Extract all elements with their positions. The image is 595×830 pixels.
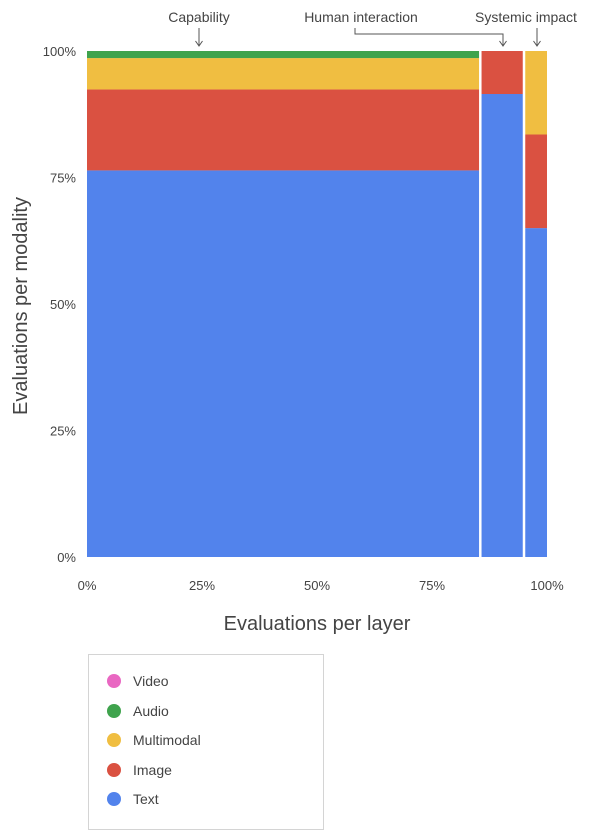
legend-label: Text [133, 791, 159, 807]
segment-capability-audio [87, 51, 481, 59]
legend-swatch-audio [107, 703, 121, 718]
human-interaction-arrow-head [499, 40, 507, 47]
y-axis-ticks: 0% 25% 50% 75% 100% [43, 44, 77, 565]
y-axis-title: Evaluations per modality [10, 197, 32, 415]
legend: Video Audio Multimodal Image Text [88, 654, 324, 830]
y-tick-label: 100% [43, 44, 77, 59]
legend-swatch-text [107, 792, 121, 806]
capability-arrow-head [195, 40, 203, 47]
y-tick-label: 75% [50, 171, 76, 186]
y-tick-label: 25% [50, 424, 76, 439]
legend-label: Video [133, 673, 169, 689]
legend-item-video: Video [107, 671, 169, 691]
x-tick-label: 0% [78, 578, 97, 593]
legend-swatch-image [107, 762, 121, 777]
annotation-human-interaction: Human interaction [304, 9, 418, 25]
human-interaction-arrow-line [354, 28, 504, 46]
segment-capability-image [87, 89, 481, 171]
y-tick-label: 0% [57, 550, 76, 565]
category-annotations: Capability Human interaction Systemic impa… [168, 9, 577, 47]
legend-swatch-multimodal [107, 733, 121, 747]
annotation-systemic-impact: Systemic impact [475, 9, 577, 25]
legend-item-image: Image [107, 760, 172, 780]
legend-label: Image [133, 761, 172, 778]
segment-capability-text [87, 170, 481, 557]
x-tick-label: 50% [304, 578, 330, 593]
legend-item-text: Text [107, 789, 159, 809]
segment-systemic-impact-image [524, 134, 547, 229]
x-tick-label: 100% [530, 578, 564, 593]
legend-swatch-video [107, 674, 121, 688]
annotation-capability: Capability [168, 9, 229, 25]
legend-item-audio: Audio [107, 701, 169, 721]
y-tick-label: 50% [50, 297, 76, 312]
x-tick-label: 25% [189, 578, 215, 593]
systemic-impact-arrow-head [533, 40, 541, 47]
x-tick-label: 75% [419, 578, 445, 593]
segment-human-interaction-image [480, 51, 524, 95]
x-axis-title: Evaluations per layer [224, 613, 411, 635]
x-axis-ticks: 0% 25% 50% 75% 100% [78, 578, 564, 593]
segment-systemic-impact-text [524, 228, 547, 557]
segment-capability-multimodal [87, 58, 481, 90]
mosaic-chart: 0% 25% 50% 75% 100% 0% 25% 50% 75% 100% Capabili… [10, 9, 577, 635]
segment-systemic-impact-multimodal [524, 51, 547, 135]
plot-area [87, 51, 547, 557]
legend-label: Audio [133, 702, 169, 719]
segment-human-interaction-text [480, 94, 524, 557]
legend-item-multimodal: Multimodal [107, 730, 201, 750]
legend-label: Multimodal [133, 732, 201, 748]
